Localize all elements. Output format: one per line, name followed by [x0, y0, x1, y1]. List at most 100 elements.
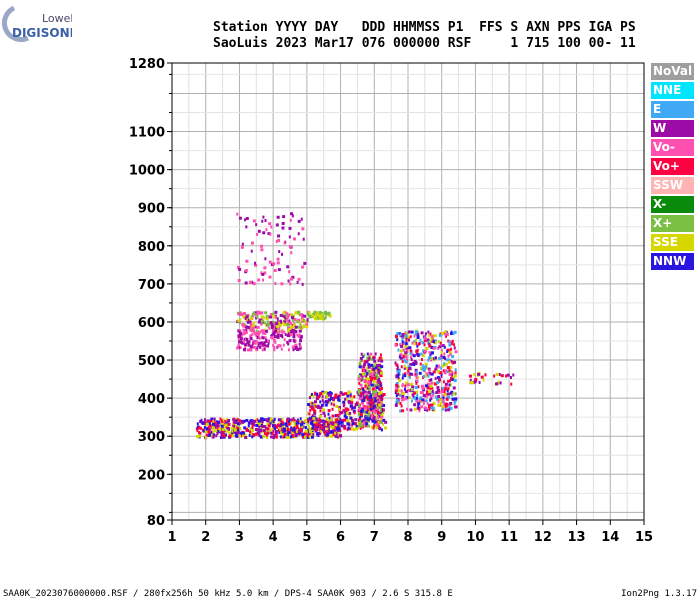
echo-point	[404, 381, 408, 385]
echo-point	[216, 431, 219, 435]
echo-point	[415, 370, 418, 374]
echo-point	[319, 400, 322, 404]
echo-point	[204, 423, 207, 427]
echo-point	[394, 361, 397, 365]
echo-point	[395, 387, 398, 391]
echo-point	[328, 416, 331, 420]
echo-point	[376, 405, 379, 409]
echo-point	[366, 397, 370, 401]
echo-point	[241, 242, 244, 246]
echo-point	[375, 373, 379, 377]
echo-point	[405, 336, 409, 340]
echo-point	[225, 421, 229, 425]
echo-point	[444, 382, 448, 386]
echo-point	[375, 386, 379, 390]
echo-point	[380, 415, 384, 419]
echo-point	[325, 430, 328, 434]
echo-point	[245, 338, 248, 342]
echo-point	[404, 352, 408, 356]
echo-point	[417, 404, 420, 408]
echo-point	[409, 352, 412, 356]
echo-point	[365, 410, 369, 414]
echo-point	[260, 244, 264, 248]
echo-point	[450, 376, 453, 380]
echo-point	[311, 418, 315, 422]
echo-point	[244, 316, 247, 320]
echo-point	[365, 395, 369, 399]
echo-point	[364, 406, 368, 410]
echo-point	[264, 329, 268, 333]
echo-point	[360, 419, 364, 423]
echo-point	[298, 347, 301, 351]
echo-point	[410, 382, 413, 386]
echo-point	[302, 325, 306, 329]
echo-point	[413, 342, 416, 346]
echo-point	[290, 431, 293, 435]
echo-point	[347, 426, 350, 430]
echo-point	[433, 340, 436, 344]
echo-point	[411, 353, 414, 357]
echo-point	[210, 433, 213, 437]
echo-point	[273, 268, 277, 272]
echo-point	[332, 432, 336, 436]
echo-point	[239, 427, 242, 431]
echo-point	[421, 384, 425, 388]
echo-point	[444, 404, 448, 408]
echo-point	[256, 341, 259, 345]
echo-point	[416, 393, 419, 397]
echo-point	[309, 408, 312, 412]
echo-point	[402, 391, 405, 395]
echo-point	[319, 409, 322, 413]
echo-point	[421, 364, 424, 368]
echo-point	[318, 393, 321, 397]
echo-point	[454, 405, 458, 409]
echo-point	[269, 321, 273, 325]
echo-point	[339, 391, 343, 395]
echo-point	[301, 318, 304, 322]
echo-point	[244, 436, 248, 440]
echo-point	[286, 333, 290, 337]
echo-point	[420, 391, 424, 395]
echo-point	[427, 334, 430, 338]
echo-point	[450, 390, 454, 394]
echo-point	[395, 383, 399, 387]
x-tick-label: 11	[500, 530, 518, 545]
echo-point	[360, 409, 364, 413]
echo-point	[271, 431, 274, 435]
echo-point	[216, 423, 220, 427]
echo-point	[295, 429, 298, 433]
echo-point	[314, 423, 318, 427]
echo-point	[270, 326, 273, 330]
echo-point	[372, 406, 375, 410]
echo-point	[251, 426, 254, 430]
echo-point	[215, 420, 218, 424]
echo-point	[327, 409, 331, 413]
echo-point	[439, 341, 442, 345]
echo-point	[273, 326, 276, 330]
echo-point	[428, 356, 432, 360]
echo-point	[365, 360, 369, 364]
echo-point	[238, 340, 242, 344]
echo-point	[245, 225, 248, 229]
echo-point	[281, 417, 284, 421]
echo-point	[301, 433, 305, 437]
echo-point	[418, 371, 422, 375]
echo-point	[398, 372, 401, 376]
echo-point	[441, 407, 444, 411]
echo-point	[326, 427, 329, 431]
echo-point	[286, 316, 289, 320]
echo-point	[276, 425, 279, 429]
echo-point	[359, 373, 362, 377]
echo-point	[442, 386, 445, 390]
echo-point	[294, 330, 298, 334]
echo-point	[409, 349, 412, 353]
echo-point	[396, 332, 400, 336]
echo-point	[399, 401, 402, 405]
echo-point	[327, 393, 330, 397]
echo-point	[338, 429, 342, 433]
echo-point	[251, 428, 255, 432]
echo-point	[256, 418, 259, 422]
echo-point	[298, 313, 301, 317]
echo-point	[436, 376, 440, 380]
echo-point	[199, 419, 202, 423]
